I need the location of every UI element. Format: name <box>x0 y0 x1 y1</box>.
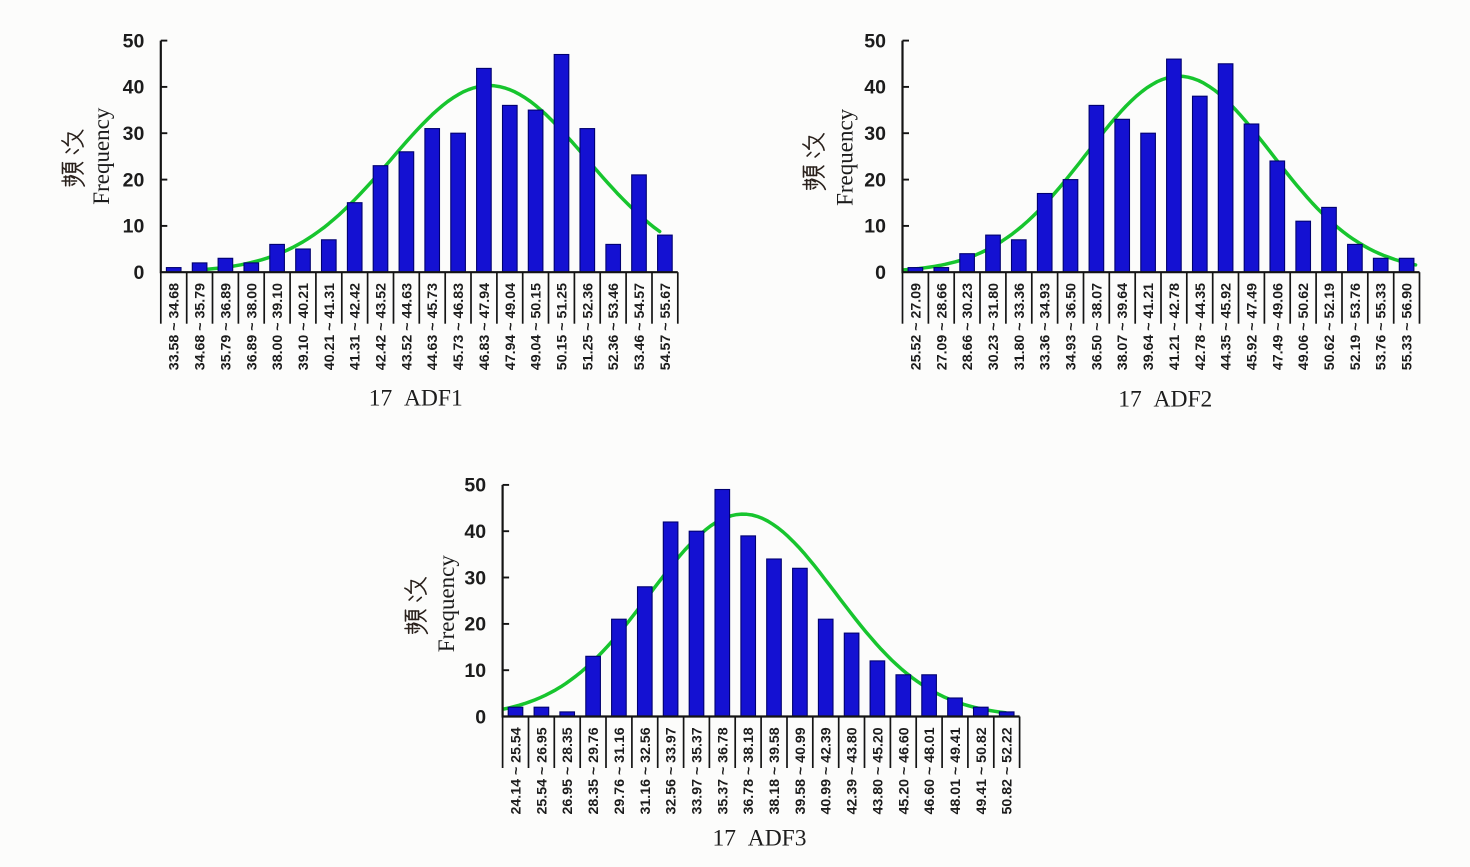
svg-text:45.92 ~ 47.49: 45.92 ~ 47.49 <box>1245 283 1261 370</box>
svg-text:Frequency: Frequency <box>832 108 857 206</box>
svg-text:39.10 ~ 40.21: 39.10 ~ 40.21 <box>296 283 312 370</box>
svg-text:50: 50 <box>123 30 145 52</box>
svg-text:40: 40 <box>464 521 486 543</box>
svg-text:Frequency: Frequency <box>89 107 114 205</box>
svg-text:30: 30 <box>864 123 886 145</box>
svg-text:10: 10 <box>464 660 486 682</box>
svg-text:41.31 ~ 42.42: 41.31 ~ 42.42 <box>348 283 364 370</box>
svg-text:38.07 ~ 39.64: 38.07 ~ 39.64 <box>1115 283 1131 370</box>
svg-text:Frequency: Frequency <box>434 555 459 653</box>
svg-text:30.23 ~ 31.80: 30.23 ~ 31.80 <box>986 283 1002 370</box>
svg-text:36.50 ~ 38.07: 36.50 ~ 38.07 <box>1089 283 1105 370</box>
svg-text:28.35 ~ 29.76: 28.35 ~ 29.76 <box>586 727 602 814</box>
svg-text:50.15 ~ 51.25: 50.15 ~ 51.25 <box>555 283 571 370</box>
svg-text:32.56 ~ 33.97: 32.56 ~ 33.97 <box>664 727 680 814</box>
svg-text:43.52 ~ 44.63: 43.52 ~ 44.63 <box>399 283 415 370</box>
svg-text:42.42 ~ 43.52: 42.42 ~ 43.52 <box>374 283 390 370</box>
svg-text:50: 50 <box>864 30 886 52</box>
svg-text:17 ADF3: 17 ADF3 <box>712 826 806 852</box>
svg-text:38.18 ~ 39.58: 38.18 ~ 39.58 <box>767 727 783 814</box>
svg-text:10: 10 <box>123 216 145 238</box>
svg-text:28.66 ~ 30.23: 28.66 ~ 30.23 <box>960 283 976 370</box>
svg-text:52.19 ~ 53.76: 52.19 ~ 53.76 <box>1348 283 1364 370</box>
svg-text:20: 20 <box>864 169 886 191</box>
svg-text:45.20 ~ 46.60: 45.20 ~ 46.60 <box>896 727 912 814</box>
svg-text:53.46 ~ 54.57: 53.46 ~ 54.57 <box>632 283 648 370</box>
svg-text:40: 40 <box>864 77 886 99</box>
svg-text:17 ADF1: 17 ADF1 <box>369 385 463 411</box>
svg-text:33.36 ~ 34.93: 33.36 ~ 34.93 <box>1038 283 1054 370</box>
svg-text:39.64 ~ 41.21: 39.64 ~ 41.21 <box>1141 283 1157 370</box>
svg-text:0: 0 <box>875 262 886 284</box>
svg-text:43.80 ~ 45.20: 43.80 ~ 45.20 <box>870 727 886 814</box>
svg-text:26.95 ~ 28.35: 26.95 ~ 28.35 <box>560 727 576 814</box>
svg-text:50.82 ~ 52.22: 50.82 ~ 52.22 <box>1000 727 1016 814</box>
svg-text:29.76 ~ 31.16: 29.76 ~ 31.16 <box>612 727 628 814</box>
svg-text:34.93 ~ 36.50: 34.93 ~ 36.50 <box>1064 283 1080 370</box>
svg-text:54.57 ~ 55.67: 54.57 ~ 55.67 <box>658 283 674 370</box>
svg-text:47.49 ~ 49.06: 47.49 ~ 49.06 <box>1270 283 1286 370</box>
svg-text:42.39 ~ 43.80: 42.39 ~ 43.80 <box>845 727 861 814</box>
svg-text:27.09 ~ 28.66: 27.09 ~ 28.66 <box>934 283 950 370</box>
svg-text:50.62 ~ 52.19: 50.62 ~ 52.19 <box>1322 283 1338 370</box>
svg-text:44.35 ~ 45.92: 44.35 ~ 45.92 <box>1219 283 1235 370</box>
svg-text:0: 0 <box>133 262 144 284</box>
svg-text:20: 20 <box>464 614 486 636</box>
svg-text:51.25 ~ 52.36: 51.25 ~ 52.36 <box>580 283 596 370</box>
svg-text:52.36 ~ 53.46: 52.36 ~ 53.46 <box>606 283 622 370</box>
svg-text:0: 0 <box>475 706 486 728</box>
svg-text:36.78 ~ 38.18: 36.78 ~ 38.18 <box>741 727 757 814</box>
svg-text:49.41 ~ 50.82: 49.41 ~ 50.82 <box>974 727 990 814</box>
svg-text:42.78 ~ 44.35: 42.78 ~ 44.35 <box>1193 283 1209 370</box>
svg-text:40.99 ~ 42.39: 40.99 ~ 42.39 <box>819 727 835 814</box>
svg-text:34.68 ~ 35.79: 34.68 ~ 35.79 <box>193 283 209 370</box>
svg-text:55.33 ~ 56.90: 55.33 ~ 56.90 <box>1400 283 1416 370</box>
svg-text:40: 40 <box>123 77 145 99</box>
svg-text:36.89 ~ 38.00: 36.89 ~ 38.00 <box>244 283 260 370</box>
svg-text:31.16 ~ 32.56: 31.16 ~ 32.56 <box>638 727 654 814</box>
svg-text:45.73 ~ 46.83: 45.73 ~ 46.83 <box>451 283 467 370</box>
svg-text:25.52 ~ 27.09: 25.52 ~ 27.09 <box>908 283 924 370</box>
svg-text:44.63 ~ 45.73: 44.63 ~ 45.73 <box>425 283 441 370</box>
svg-text:33.58 ~ 34.68: 33.58 ~ 34.68 <box>167 283 183 370</box>
svg-text:46.60 ~ 48.01: 46.60 ~ 48.01 <box>922 727 938 814</box>
svg-text:30: 30 <box>464 567 486 589</box>
svg-text:50: 50 <box>464 475 486 497</box>
svg-text:35.37 ~ 36.78: 35.37 ~ 36.78 <box>715 727 731 814</box>
svg-text:48.01 ~ 49.41: 48.01 ~ 49.41 <box>948 727 964 814</box>
svg-text:53.76 ~ 55.33: 53.76 ~ 55.33 <box>1374 283 1390 370</box>
svg-text:30: 30 <box>123 123 145 145</box>
svg-text:17 ADF2: 17 ADF2 <box>1118 386 1212 412</box>
svg-text:47.94 ~ 49.04: 47.94 ~ 49.04 <box>503 283 519 370</box>
svg-text:49.06 ~ 50.62: 49.06 ~ 50.62 <box>1296 283 1312 370</box>
svg-text:46.83 ~ 47.94: 46.83 ~ 47.94 <box>477 283 493 370</box>
svg-text:10: 10 <box>864 216 886 238</box>
svg-text:49.04 ~ 50.15: 49.04 ~ 50.15 <box>529 283 545 370</box>
svg-text:31.80 ~ 33.36: 31.80 ~ 33.36 <box>1012 283 1028 370</box>
svg-text:41.21 ~ 42.78: 41.21 ~ 42.78 <box>1167 283 1183 370</box>
svg-text:40.21 ~ 41.31: 40.21 ~ 41.31 <box>322 283 338 370</box>
svg-text:25.54 ~ 26.95: 25.54 ~ 26.95 <box>534 727 550 814</box>
svg-text:20: 20 <box>123 169 145 191</box>
svg-text:33.97 ~ 35.37: 33.97 ~ 35.37 <box>690 727 706 814</box>
svg-text:35.79 ~ 36.89: 35.79 ~ 36.89 <box>218 283 234 370</box>
svg-text:39.58 ~ 40.99: 39.58 ~ 40.99 <box>793 727 809 814</box>
svg-text:24.14 ~ 25.54: 24.14 ~ 25.54 <box>509 727 525 814</box>
svg-text:38.00 ~ 39.10: 38.00 ~ 39.10 <box>270 283 286 370</box>
